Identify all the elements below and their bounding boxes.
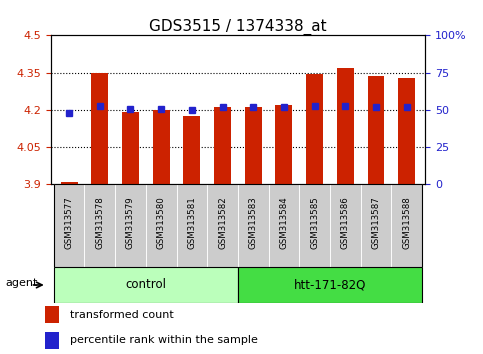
Bar — [275, 105, 292, 184]
Text: GSM313587: GSM313587 — [371, 196, 381, 249]
Bar — [115, 184, 146, 267]
Bar — [330, 184, 361, 267]
Bar — [54, 267, 238, 303]
Bar — [214, 107, 231, 184]
Title: GDS3515 / 1374338_at: GDS3515 / 1374338_at — [149, 19, 327, 35]
Bar — [207, 184, 238, 267]
Bar — [299, 184, 330, 267]
Text: GSM313579: GSM313579 — [126, 196, 135, 249]
Text: GSM313577: GSM313577 — [65, 196, 73, 249]
Bar — [91, 73, 108, 184]
Bar — [368, 76, 384, 184]
Bar — [361, 184, 391, 267]
Text: GSM313585: GSM313585 — [310, 196, 319, 249]
Bar — [54, 184, 85, 267]
Bar — [45, 306, 59, 323]
Bar — [391, 184, 422, 267]
Text: GSM313583: GSM313583 — [249, 196, 258, 249]
Bar — [61, 182, 78, 184]
Text: GSM313578: GSM313578 — [95, 196, 104, 249]
Text: GSM313580: GSM313580 — [156, 196, 166, 249]
Text: htt-171-82Q: htt-171-82Q — [294, 279, 366, 291]
Text: GSM313584: GSM313584 — [279, 196, 288, 249]
Bar — [85, 184, 115, 267]
Text: GSM313586: GSM313586 — [341, 196, 350, 249]
Bar — [269, 184, 299, 267]
Text: control: control — [125, 279, 166, 291]
Text: GSM313581: GSM313581 — [187, 196, 197, 249]
Bar — [238, 184, 269, 267]
Bar — [245, 107, 262, 184]
Bar — [176, 184, 207, 267]
Bar — [146, 184, 176, 267]
Text: agent: agent — [5, 278, 38, 288]
Bar — [238, 267, 422, 303]
Text: transformed count: transformed count — [71, 310, 174, 320]
Text: GSM313588: GSM313588 — [402, 196, 411, 249]
Text: percentile rank within the sample: percentile rank within the sample — [71, 335, 258, 345]
Bar — [306, 74, 323, 184]
Bar — [398, 78, 415, 184]
Bar — [153, 110, 170, 184]
Bar — [122, 112, 139, 184]
Bar — [45, 332, 59, 349]
Bar — [337, 68, 354, 184]
Bar — [184, 116, 200, 184]
Text: GSM313582: GSM313582 — [218, 196, 227, 249]
